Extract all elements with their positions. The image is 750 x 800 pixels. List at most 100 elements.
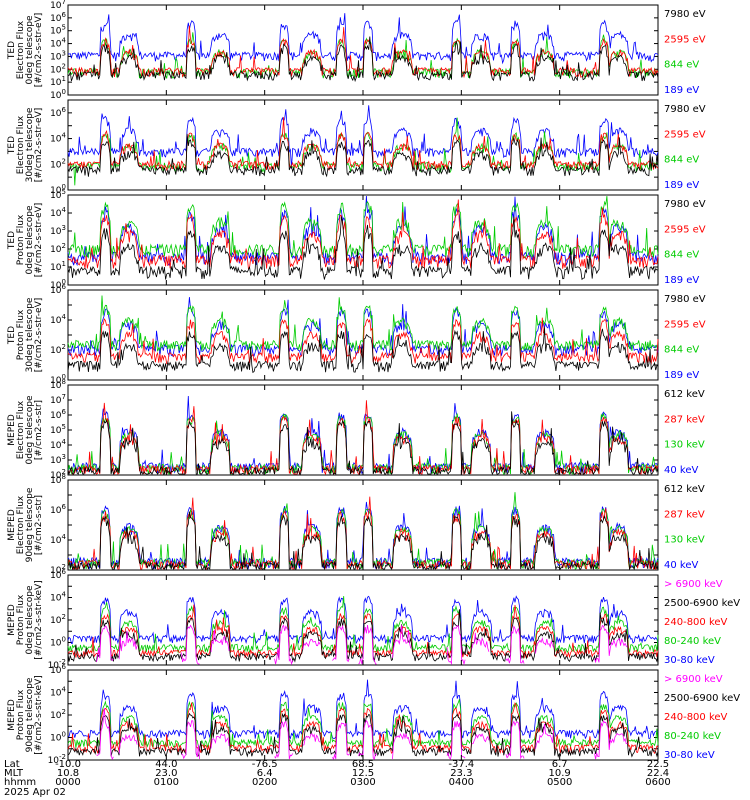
- y-tick-label: 10-2: [48, 658, 66, 671]
- y-tick-label: 102: [50, 157, 66, 170]
- y-axis-label: TED: [7, 231, 17, 250]
- legend-entry: 240-800 keV: [664, 617, 728, 628]
- legend-entry: 189 eV: [664, 85, 699, 96]
- legend-entry: 844 eV: [664, 155, 699, 166]
- axis-label-lat: Lat: [4, 759, 20, 770]
- panel-3: 100 101 102 103 104 105 TED Proton Flux 0deg tel…: [7, 188, 706, 291]
- legend-entry: 2500-6900 keV: [664, 693, 740, 704]
- legend-entry: 130 keV: [664, 440, 705, 451]
- y-axis-label: 0deg telescope: [25, 205, 35, 275]
- y-tick-label: 106: [50, 106, 66, 119]
- y-tick-label: 104: [50, 686, 66, 699]
- legend-entry: 130 keV: [664, 535, 705, 546]
- legend-entry: 2595 eV: [664, 224, 706, 235]
- y-tick-label: 104: [50, 533, 66, 546]
- y-tick-label: 108: [50, 378, 66, 391]
- y-axis-label: Proton Flux: [16, 689, 26, 740]
- series-line: [67, 411, 659, 476]
- legend-entry: 2595 eV: [664, 34, 706, 45]
- x-tick-label-lat: -10.0: [55, 759, 81, 770]
- y-axis-label: Electron Flux: [16, 20, 26, 79]
- legend-entry: 240-800 keV: [664, 712, 728, 723]
- y-tick-label: 103: [50, 49, 66, 62]
- legend-entry: 287 keV: [664, 509, 705, 520]
- x-tick-label-hhmm: 0500: [547, 777, 572, 788]
- x-tick-label-hhmm: 0200: [252, 777, 277, 788]
- y-tick-label: 102: [50, 708, 66, 721]
- y-tick-label: 102: [50, 343, 66, 356]
- y-tick-label: 106: [50, 663, 66, 676]
- x-tick-label-mlt: 23.3: [450, 768, 472, 779]
- legend-entry: 189 eV: [664, 370, 699, 381]
- x-tick-label-lat: 44.0: [155, 759, 177, 770]
- y-tick-label: 103: [50, 224, 66, 237]
- legend-entry: 80-240 keV: [664, 636, 721, 647]
- x-tick-label-hhmm: 0400: [449, 777, 474, 788]
- panel-7: 10-2 100 102 104 106 MEPED Proton Flux 0deg tel…: [7, 568, 740, 671]
- legend-entry: 189 eV: [664, 180, 699, 191]
- y-axis-label: [#/cm2-s-str]: [34, 495, 44, 555]
- legend-entry: 2595 eV: [664, 129, 706, 140]
- legend-entry: 2595 eV: [664, 319, 706, 330]
- legend-entry: 40 keV: [664, 465, 698, 476]
- panel-5: 102 103 104 105 106 107 108 MEPED Electron Flux 0…: [7, 378, 705, 481]
- x-tick-label-mlt: 23.0: [155, 768, 177, 779]
- series-line: [67, 501, 659, 570]
- y-axis-label: 0deg telescope: [25, 15, 35, 85]
- series-line: [67, 216, 659, 281]
- panel-6: 102 104 106 108 MEPED Electron Flux 90deg tele…: [7, 473, 705, 576]
- y-axis-label: Proton Flux: [16, 309, 26, 360]
- legend-entry: 40 keV: [664, 560, 698, 571]
- y-axis-label: 30deg telescope: [25, 297, 35, 372]
- y-tick-label: 100: [50, 88, 66, 101]
- y-tick-label: 105: [50, 24, 66, 37]
- y-tick-label: 104: [50, 313, 66, 326]
- y-tick-label: 10-2: [48, 753, 66, 766]
- y-axis-label: Electron Flux: [16, 495, 26, 554]
- legend-entry: 7980 eV: [664, 9, 706, 20]
- x-tick-label-lat: 22.5: [647, 759, 669, 770]
- x-tick-label-hhmm: 0100: [154, 777, 179, 788]
- x-tick-label-mlt: 10.8: [57, 768, 79, 779]
- y-axis-label: MEPED: [7, 509, 17, 541]
- legend-entry: 7980 eV: [664, 104, 706, 115]
- y-tick-label: 100: [50, 373, 66, 386]
- series-line: [67, 199, 659, 270]
- y-tick-label: 101: [50, 75, 66, 88]
- y-tick-label: 102: [50, 62, 66, 75]
- series-line: [67, 36, 659, 83]
- y-axis-label: [#/cm2-s-str-eV]: [34, 298, 44, 373]
- series-line: [67, 327, 659, 374]
- y-tick-label: 106: [50, 11, 66, 24]
- series-line: [67, 297, 659, 358]
- y-axis-label: [#/cm2-s-str-keV]: [34, 580, 44, 659]
- y-tick-label: 105: [50, 423, 66, 436]
- y-tick-label: 106: [50, 503, 66, 516]
- y-axis-label: 30deg telescope: [25, 107, 35, 182]
- y-axis-label: [#/cm2-s-str-eV]: [34, 108, 44, 183]
- y-tick-label: 101: [50, 260, 66, 273]
- x-tick-label-lat: 6.7: [552, 759, 568, 770]
- x-tick-label-lat: -37.4: [448, 759, 474, 770]
- legend-entry: 7980 eV: [664, 199, 706, 210]
- legend-entry: 844 eV: [664, 250, 699, 261]
- y-axis-label: Proton Flux: [16, 594, 26, 645]
- y-axis-label: [#/cm2-s-str-eV]: [34, 203, 44, 278]
- y-tick-label: 106: [50, 568, 66, 581]
- y-axis-label: TED: [7, 326, 17, 345]
- y-tick-label: 103: [50, 453, 66, 466]
- y-tick-label: 105: [50, 188, 66, 201]
- legend-entry: 30-80 keV: [664, 750, 715, 761]
- panel-2: 100 102 104 106 TED Electron Flux 30deg telesc…: [7, 99, 706, 196]
- y-tick-label: 106: [50, 408, 66, 421]
- series-line: [67, 679, 659, 740]
- x-tick-label-hhmm: 0000: [55, 777, 80, 788]
- x-tick-label-lat: 68.5: [352, 759, 374, 770]
- y-tick-label: 104: [50, 37, 66, 50]
- legend-entry: 7980 eV: [664, 294, 706, 305]
- legend-entry: 80-240 keV: [664, 731, 721, 742]
- series-line: [67, 133, 659, 178]
